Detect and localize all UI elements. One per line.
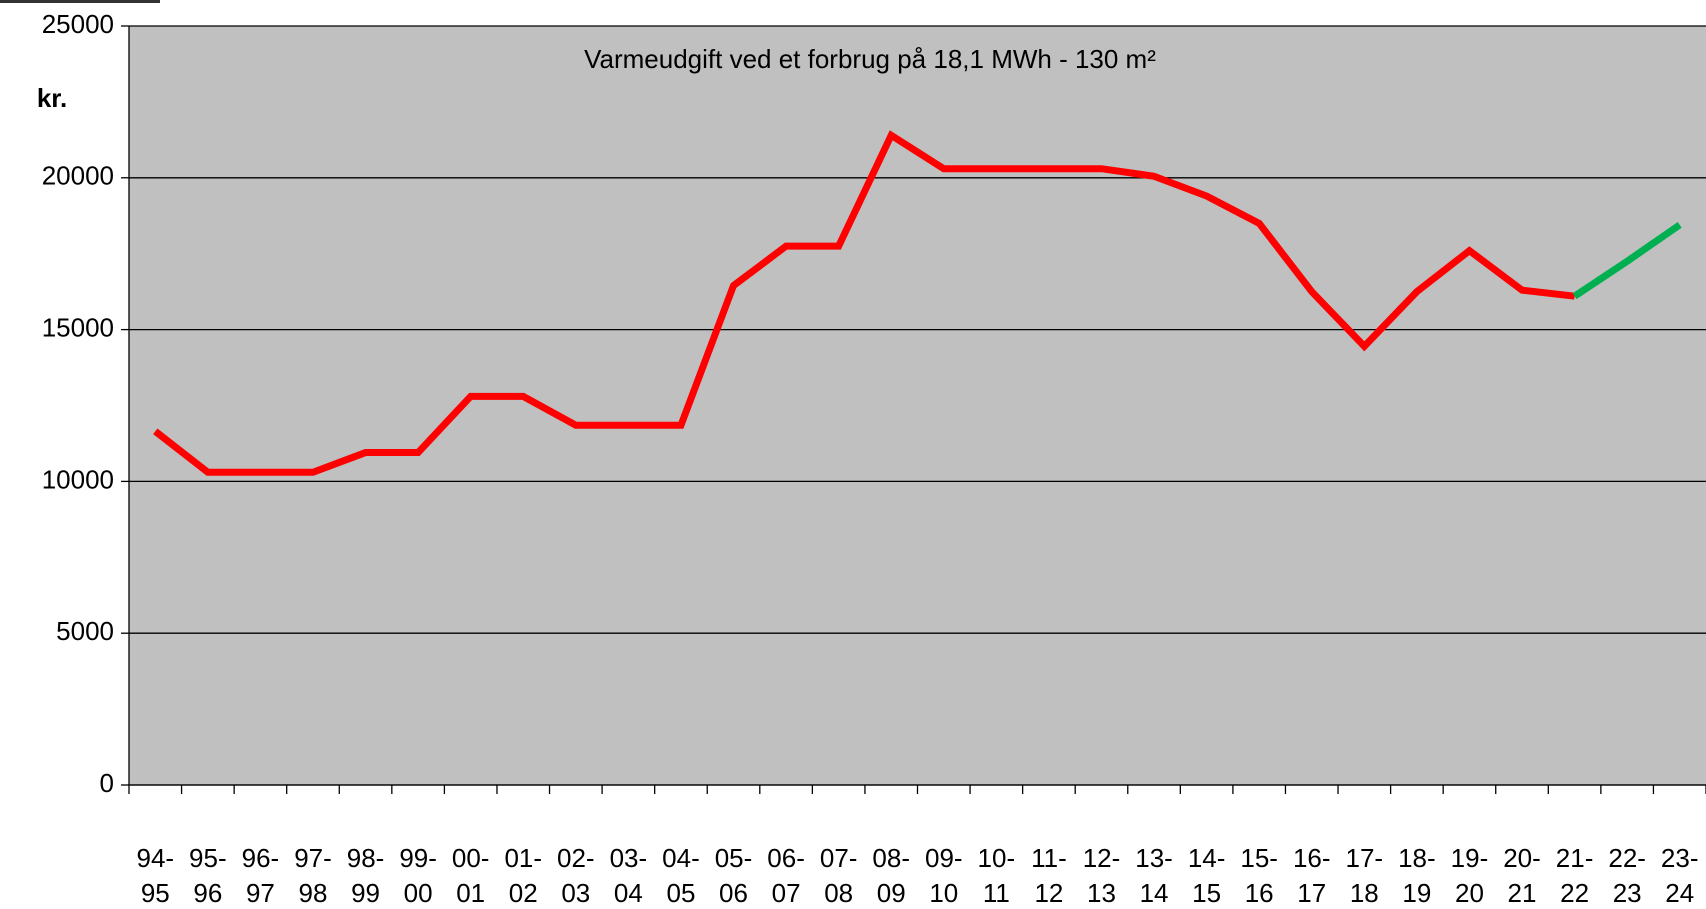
data-line — [153, 130, 1575, 476]
chart-title: Varmeudgift ved et forbrug på 18,1 MWh -… — [584, 44, 1156, 74]
x-tick-label: 10-11 — [978, 843, 1016, 908]
x-tick-label: 14-15 — [1188, 843, 1226, 908]
x-tick-label: 09-10 — [925, 843, 963, 908]
y-tick-label: 0 — [100, 768, 114, 798]
y-tick-label: 20000 — [42, 161, 114, 191]
x-tick-label: 05-06 — [715, 843, 753, 908]
y-tick-label: 5000 — [56, 616, 114, 646]
x-tick-label: 12-13 — [1083, 843, 1121, 908]
data-line — [1572, 221, 1682, 300]
x-tick-label: 18-19 — [1398, 843, 1436, 908]
y-axis-label: kr. — [37, 83, 67, 113]
x-tick-label: 94-95 — [136, 843, 174, 908]
x-tick-label: 04-05 — [662, 843, 700, 908]
x-tick-label: 06-07 — [767, 843, 805, 908]
x-tick-label: 00-01 — [452, 843, 490, 908]
x-tick-label: 11-12 — [1031, 843, 1067, 908]
x-tick-label: 07-08 — [820, 843, 858, 908]
x-tick-label: 20-21 — [1503, 843, 1541, 908]
x-tick-label: 95-96 — [189, 843, 227, 908]
x-tick-label: 02-03 — [557, 843, 595, 908]
x-tick-label: 99-00 — [399, 843, 437, 908]
x-tick-label: 01-02 — [504, 843, 542, 908]
y-tick-label: 25000 — [42, 9, 114, 39]
x-tick-label: 03-04 — [610, 843, 648, 908]
x-tick-label: 17-18 — [1346, 843, 1384, 908]
x-tick-label: 98-99 — [347, 843, 385, 908]
x-tick-label: 21-22 — [1556, 843, 1594, 908]
plot-area — [129, 26, 1706, 785]
y-tick-label: 15000 — [42, 312, 114, 342]
x-tick-label: 97-98 — [294, 843, 332, 908]
x-tick-label: 08-09 — [872, 843, 910, 908]
x-tick-label: 16-17 — [1293, 843, 1331, 908]
x-tick-label: 96-97 — [242, 843, 280, 908]
x-tick-label: 13-14 — [1135, 843, 1173, 908]
y-tick-label: 10000 — [42, 464, 114, 494]
x-tick-label: 19-20 — [1451, 843, 1489, 908]
x-tick-label: 23-24 — [1661, 843, 1699, 908]
x-tick-label: 22-23 — [1608, 843, 1646, 908]
top-strip — [0, 0, 160, 3]
x-tick-label: 15-16 — [1240, 843, 1278, 908]
